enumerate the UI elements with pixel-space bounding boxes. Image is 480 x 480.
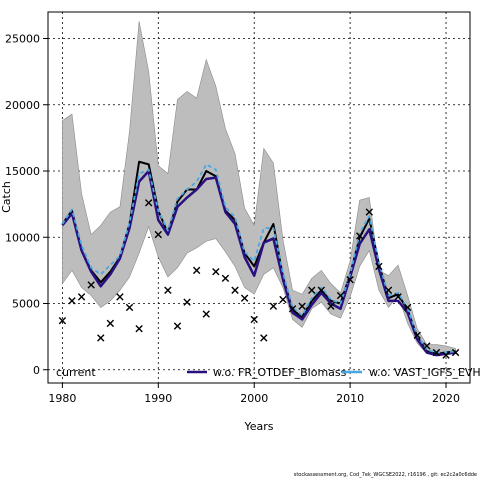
series-line-2 bbox=[61, 163, 456, 354]
observed-point-1998 bbox=[231, 286, 239, 294]
observed-point-1991 bbox=[164, 286, 172, 294]
observed-point-1985 bbox=[106, 319, 115, 328]
observed-point-2005 bbox=[298, 302, 306, 310]
observed-point-2010 bbox=[346, 275, 354, 284]
observed-point-2006 bbox=[308, 286, 316, 294]
x-axis: 1980 1990 2000 2010 2020 bbox=[48, 383, 460, 405]
y-axis-title: Catch bbox=[0, 181, 13, 213]
observed-point-1987 bbox=[125, 303, 134, 312]
y-tick-label-15000: 15000 bbox=[5, 165, 40, 178]
observed-point-1999 bbox=[240, 294, 249, 302]
observed-point-1989 bbox=[145, 199, 153, 207]
x-tick-label-2020: 2020 bbox=[432, 392, 460, 405]
legend-label-fr-otdef: w.o. FR_OTDEF_Biomass bbox=[213, 366, 347, 379]
observed-point-2016 bbox=[403, 303, 412, 312]
observed-point-1994 bbox=[192, 266, 201, 275]
legend-label-vast-igfs: w.o. VAST_IGFS_EVHOE bbox=[369, 366, 480, 379]
y-tick-label-0: 0 bbox=[33, 364, 40, 377]
observed-point-2014 bbox=[384, 286, 393, 294]
series-line-1 bbox=[61, 169, 456, 357]
confidence-band-layer bbox=[62, 21, 456, 355]
series-lines-layer bbox=[61, 160, 456, 357]
observed-point-2019 bbox=[432, 348, 441, 357]
legend-label-current: current bbox=[56, 366, 96, 379]
y-tick-label-25000: 25000 bbox=[5, 33, 40, 46]
observed-point-2021 bbox=[451, 348, 460, 357]
plot-frame bbox=[47, 11, 471, 384]
confidence-band bbox=[62, 21, 456, 355]
x-tick-label-1980: 1980 bbox=[48, 392, 76, 405]
y-tick-label-10000: 10000 bbox=[5, 231, 40, 244]
observed-point-2012 bbox=[365, 208, 373, 216]
observed-point-2001 bbox=[260, 334, 268, 342]
observed-point-1988 bbox=[135, 324, 143, 333]
observed-point-2011 bbox=[356, 232, 364, 240]
legend: current w.o. FR_OTDEF_Biomass w.o. VAST_… bbox=[56, 366, 480, 379]
x-tick-label-1990: 1990 bbox=[144, 392, 172, 405]
x-tick-label-2000: 2000 bbox=[240, 392, 268, 405]
observed-point-2004 bbox=[288, 305, 297, 313]
observed-point-1986 bbox=[116, 293, 124, 301]
observed-point-2009 bbox=[336, 291, 345, 300]
observed-point-1996 bbox=[212, 268, 220, 276]
x-tick-label-2010: 2010 bbox=[336, 392, 364, 405]
observed-point-1982 bbox=[77, 293, 86, 301]
y-axis: 0 5000 10000 15000 20000 25000 bbox=[5, 33, 48, 377]
observed-point-1995 bbox=[202, 310, 210, 318]
observed-point-2003 bbox=[279, 295, 287, 304]
observed-point-1992 bbox=[173, 322, 182, 330]
observed-point-1980 bbox=[58, 317, 67, 325]
observed-point-2007 bbox=[317, 286, 326, 294]
observed-point-1983 bbox=[87, 281, 95, 289]
observed-point-2020 bbox=[442, 351, 450, 359]
observed-point-1984 bbox=[97, 334, 105, 342]
observed-point-2008 bbox=[327, 302, 335, 310]
y-tick-label-5000: 5000 bbox=[12, 298, 40, 311]
observed-point-2000 bbox=[250, 315, 258, 324]
observed-point-2018 bbox=[423, 342, 431, 350]
observed-point-2015 bbox=[394, 293, 402, 301]
observed-markers-layer bbox=[58, 199, 460, 359]
observed-point-1981 bbox=[68, 297, 76, 305]
observed-point-1997 bbox=[221, 274, 230, 283]
observed-point-1990 bbox=[154, 230, 162, 239]
y-tick-label-20000: 20000 bbox=[5, 99, 40, 112]
observed-point-1993 bbox=[183, 298, 191, 306]
observed-point-2017 bbox=[413, 331, 421, 339]
x-axis-title: Years bbox=[243, 420, 273, 433]
observed-point-2013 bbox=[375, 262, 383, 271]
footer-credit: stockassessment.org, Cod_7ek_WGCSE2022, … bbox=[293, 472, 477, 478]
observed-point-2002 bbox=[269, 302, 278, 310]
